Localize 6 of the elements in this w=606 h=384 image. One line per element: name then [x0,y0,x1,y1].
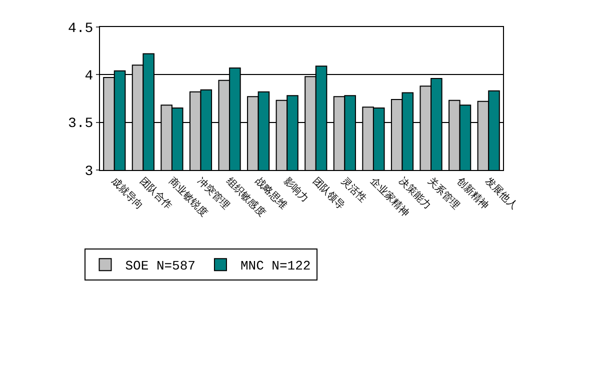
y-tick-label: 3 [84,164,94,180]
y-tick-label: 4.5 [68,20,94,37]
y-tick-label: 3.5 [68,116,94,132]
legend-label: SOE N=587 [125,258,196,274]
legend-label: MNC N=122 [240,258,311,274]
y-tick-label: 4 [84,68,94,85]
